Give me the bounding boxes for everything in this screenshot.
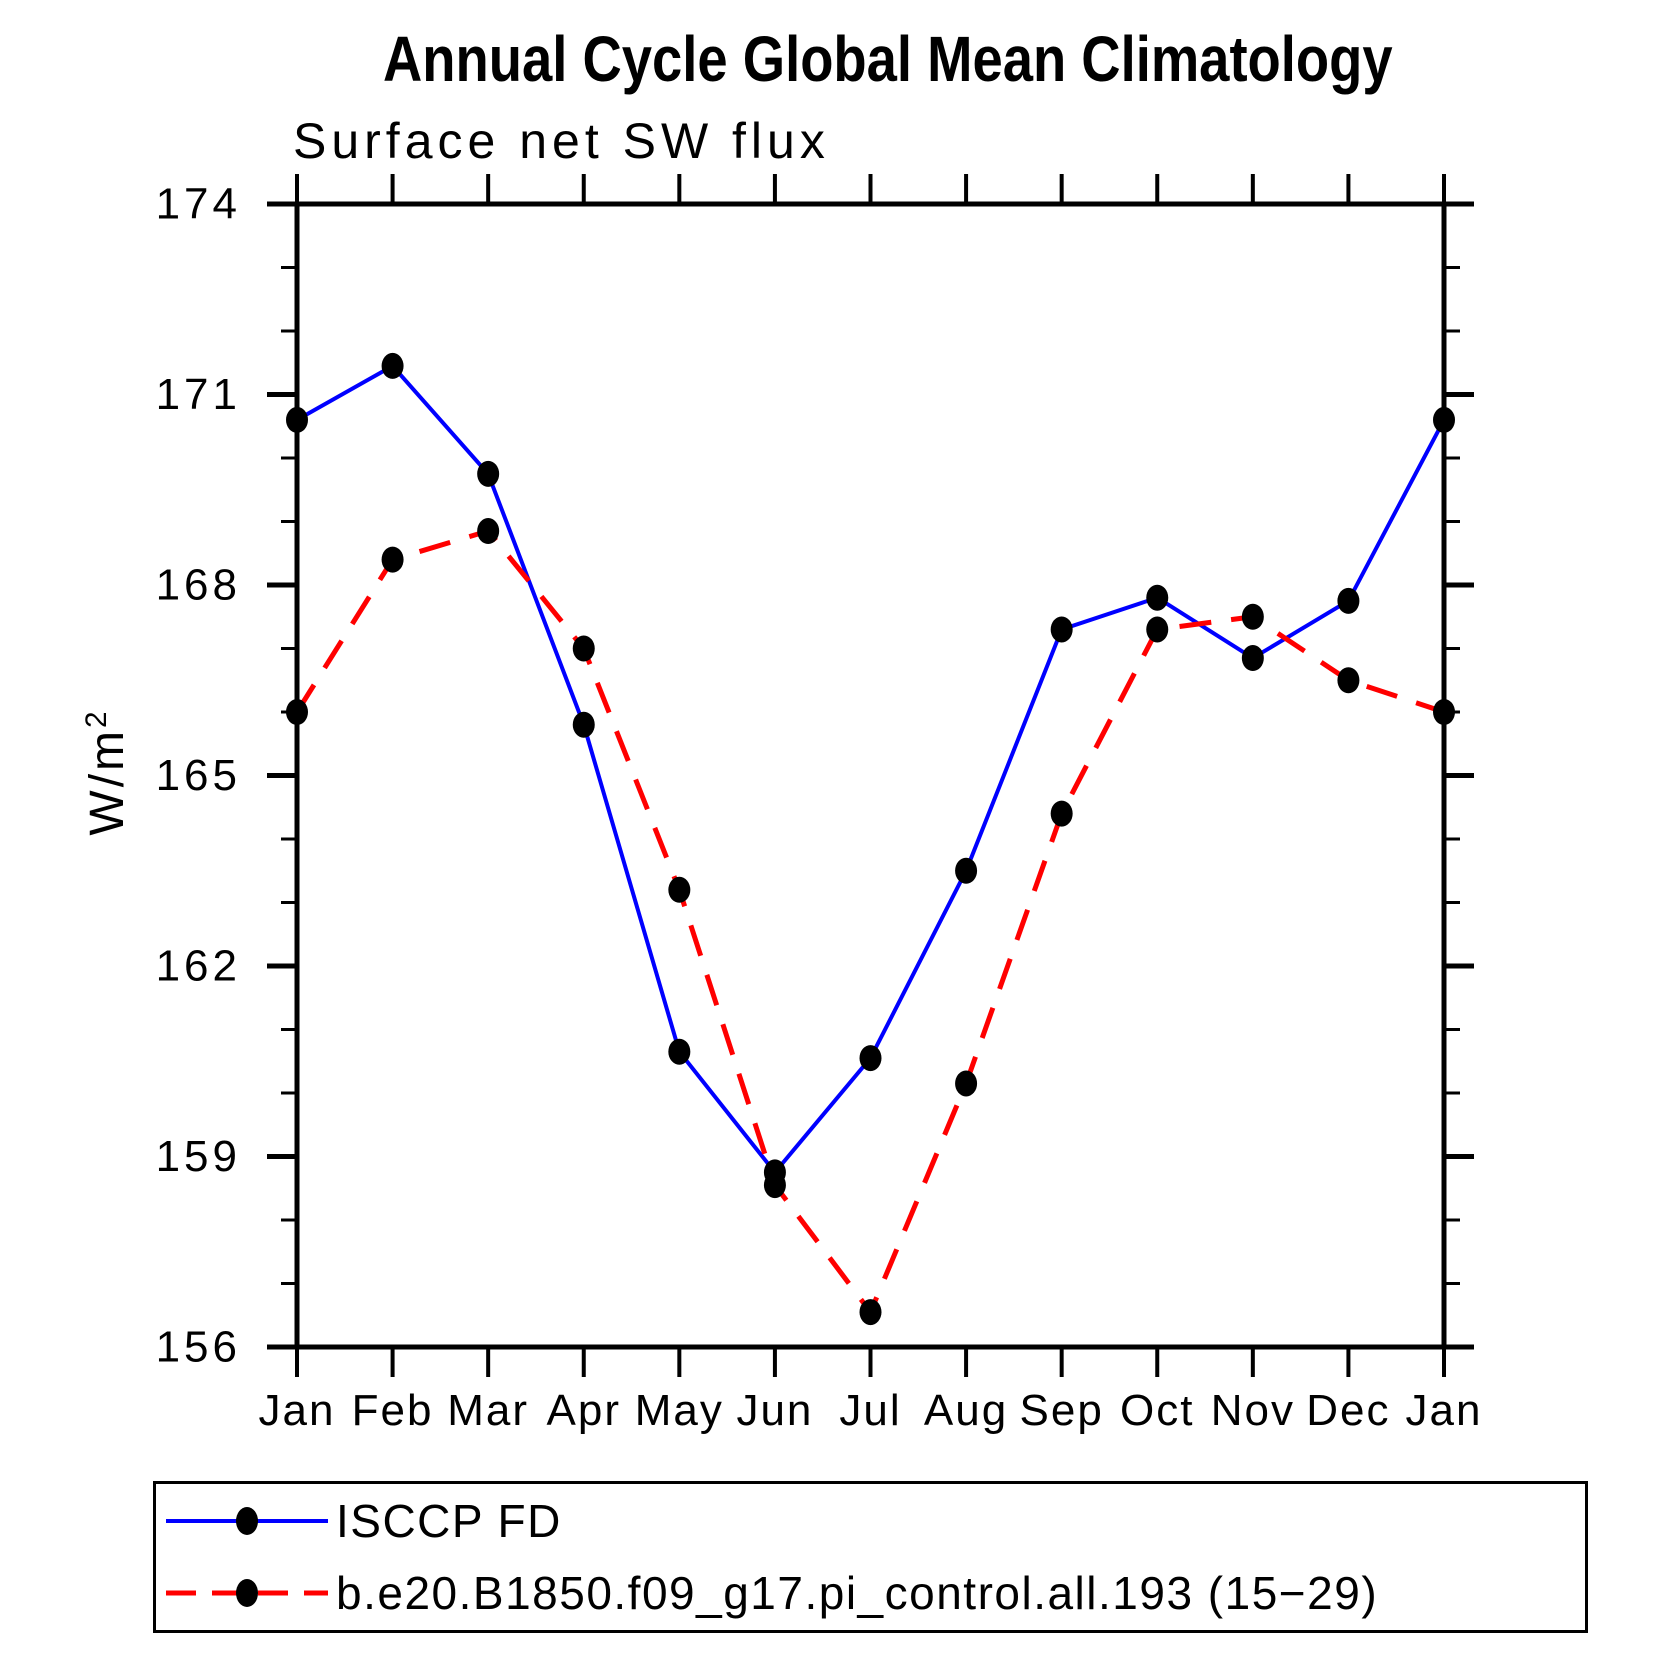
data-point-0-Sep	[1050, 616, 1073, 643]
legend-sample-line-solid	[166, 1507, 328, 1535]
data-point-1-Sep	[1050, 800, 1073, 827]
x-tick-label: Mar	[447, 1386, 529, 1435]
y-axis-label: W/m2	[80, 622, 144, 922]
data-point-0-Oct	[1146, 584, 1169, 611]
x-tick-label: Jan	[1406, 1386, 1483, 1435]
x-tick-label: Sep	[1020, 1386, 1104, 1435]
x-tick-label: Dec	[1306, 1386, 1390, 1435]
plot-frame	[294, 201, 1447, 1350]
data-point-1-Jul	[859, 1299, 882, 1326]
legend-item-model-run: b.e20.B1850.f09_g17.pi_control.all.193 (…	[164, 1557, 1585, 1629]
y-axis-label-text: W/m	[81, 727, 134, 836]
y-axis-label-exponent: 2	[80, 708, 113, 728]
chart-subtitle: Surface net SW flux	[293, 113, 830, 169]
data-point-0-Mar	[477, 460, 500, 487]
legend-label-model-run: b.e20.B1850.f09_g17.pi_control.all.193 (…	[336, 1567, 1379, 1619]
y-tick-label: 168	[156, 561, 241, 610]
data-point-0-Jan	[1433, 406, 1455, 433]
chart-title: Annual Cycle Global Mean Climatology	[383, 23, 1393, 95]
data-point-0-Jan	[286, 406, 308, 433]
data-point-0-Nov	[1241, 645, 1264, 672]
data-point-1-Mar	[477, 518, 500, 545]
x-tick-label: Feb	[352, 1386, 434, 1435]
y-tick-label: 174	[156, 180, 241, 229]
data-point-1-May	[668, 876, 691, 903]
x-tick-label: Jul	[839, 1386, 901, 1435]
data-point-1-Feb	[381, 546, 404, 573]
legend-box: ISCCP FD b.e20.B1850.f09_g17.pi_control.…	[153, 1481, 1588, 1633]
x-tick-label: Apr	[547, 1386, 621, 1435]
data-point-0-May	[668, 1038, 691, 1065]
data-point-1-Jan	[286, 699, 308, 725]
data-point-0-Jul	[859, 1045, 882, 1072]
y-tick-label: 159	[156, 1132, 241, 1181]
data-point-1-Jun	[763, 1172, 786, 1199]
data-point-1-Dec	[1337, 667, 1360, 694]
data-point-1-Jan	[1433, 699, 1455, 725]
x-tick-label: Nov	[1211, 1386, 1295, 1435]
legend-item-isccp-fd: ISCCP FD	[164, 1485, 1585, 1557]
x-tick-label: Jun	[736, 1386, 813, 1435]
data-point-0-Apr	[572, 711, 595, 738]
legend-sample-line-dashed	[166, 1579, 328, 1607]
x-tick-label: May	[635, 1386, 724, 1435]
legend-label-isccp-fd: ISCCP FD	[336, 1495, 562, 1547]
data-point-1-Nov	[1241, 603, 1264, 630]
y-tick-label: 156	[156, 1323, 241, 1372]
data-point-1-Oct	[1146, 616, 1169, 643]
data-point-1-Aug	[955, 1070, 978, 1097]
y-tick-label: 165	[156, 751, 241, 800]
data-point-0-Dec	[1337, 587, 1360, 614]
data-point-0-Aug	[955, 857, 978, 884]
x-tick-label: Jan	[259, 1386, 336, 1435]
y-tick-label: 171	[156, 370, 241, 419]
data-point-0-Feb	[381, 352, 404, 379]
y-tick-label: 162	[156, 942, 241, 991]
x-tick-label: Oct	[1120, 1386, 1194, 1435]
x-tick-label: Aug	[924, 1386, 1008, 1435]
data-point-1-Apr	[572, 635, 595, 662]
